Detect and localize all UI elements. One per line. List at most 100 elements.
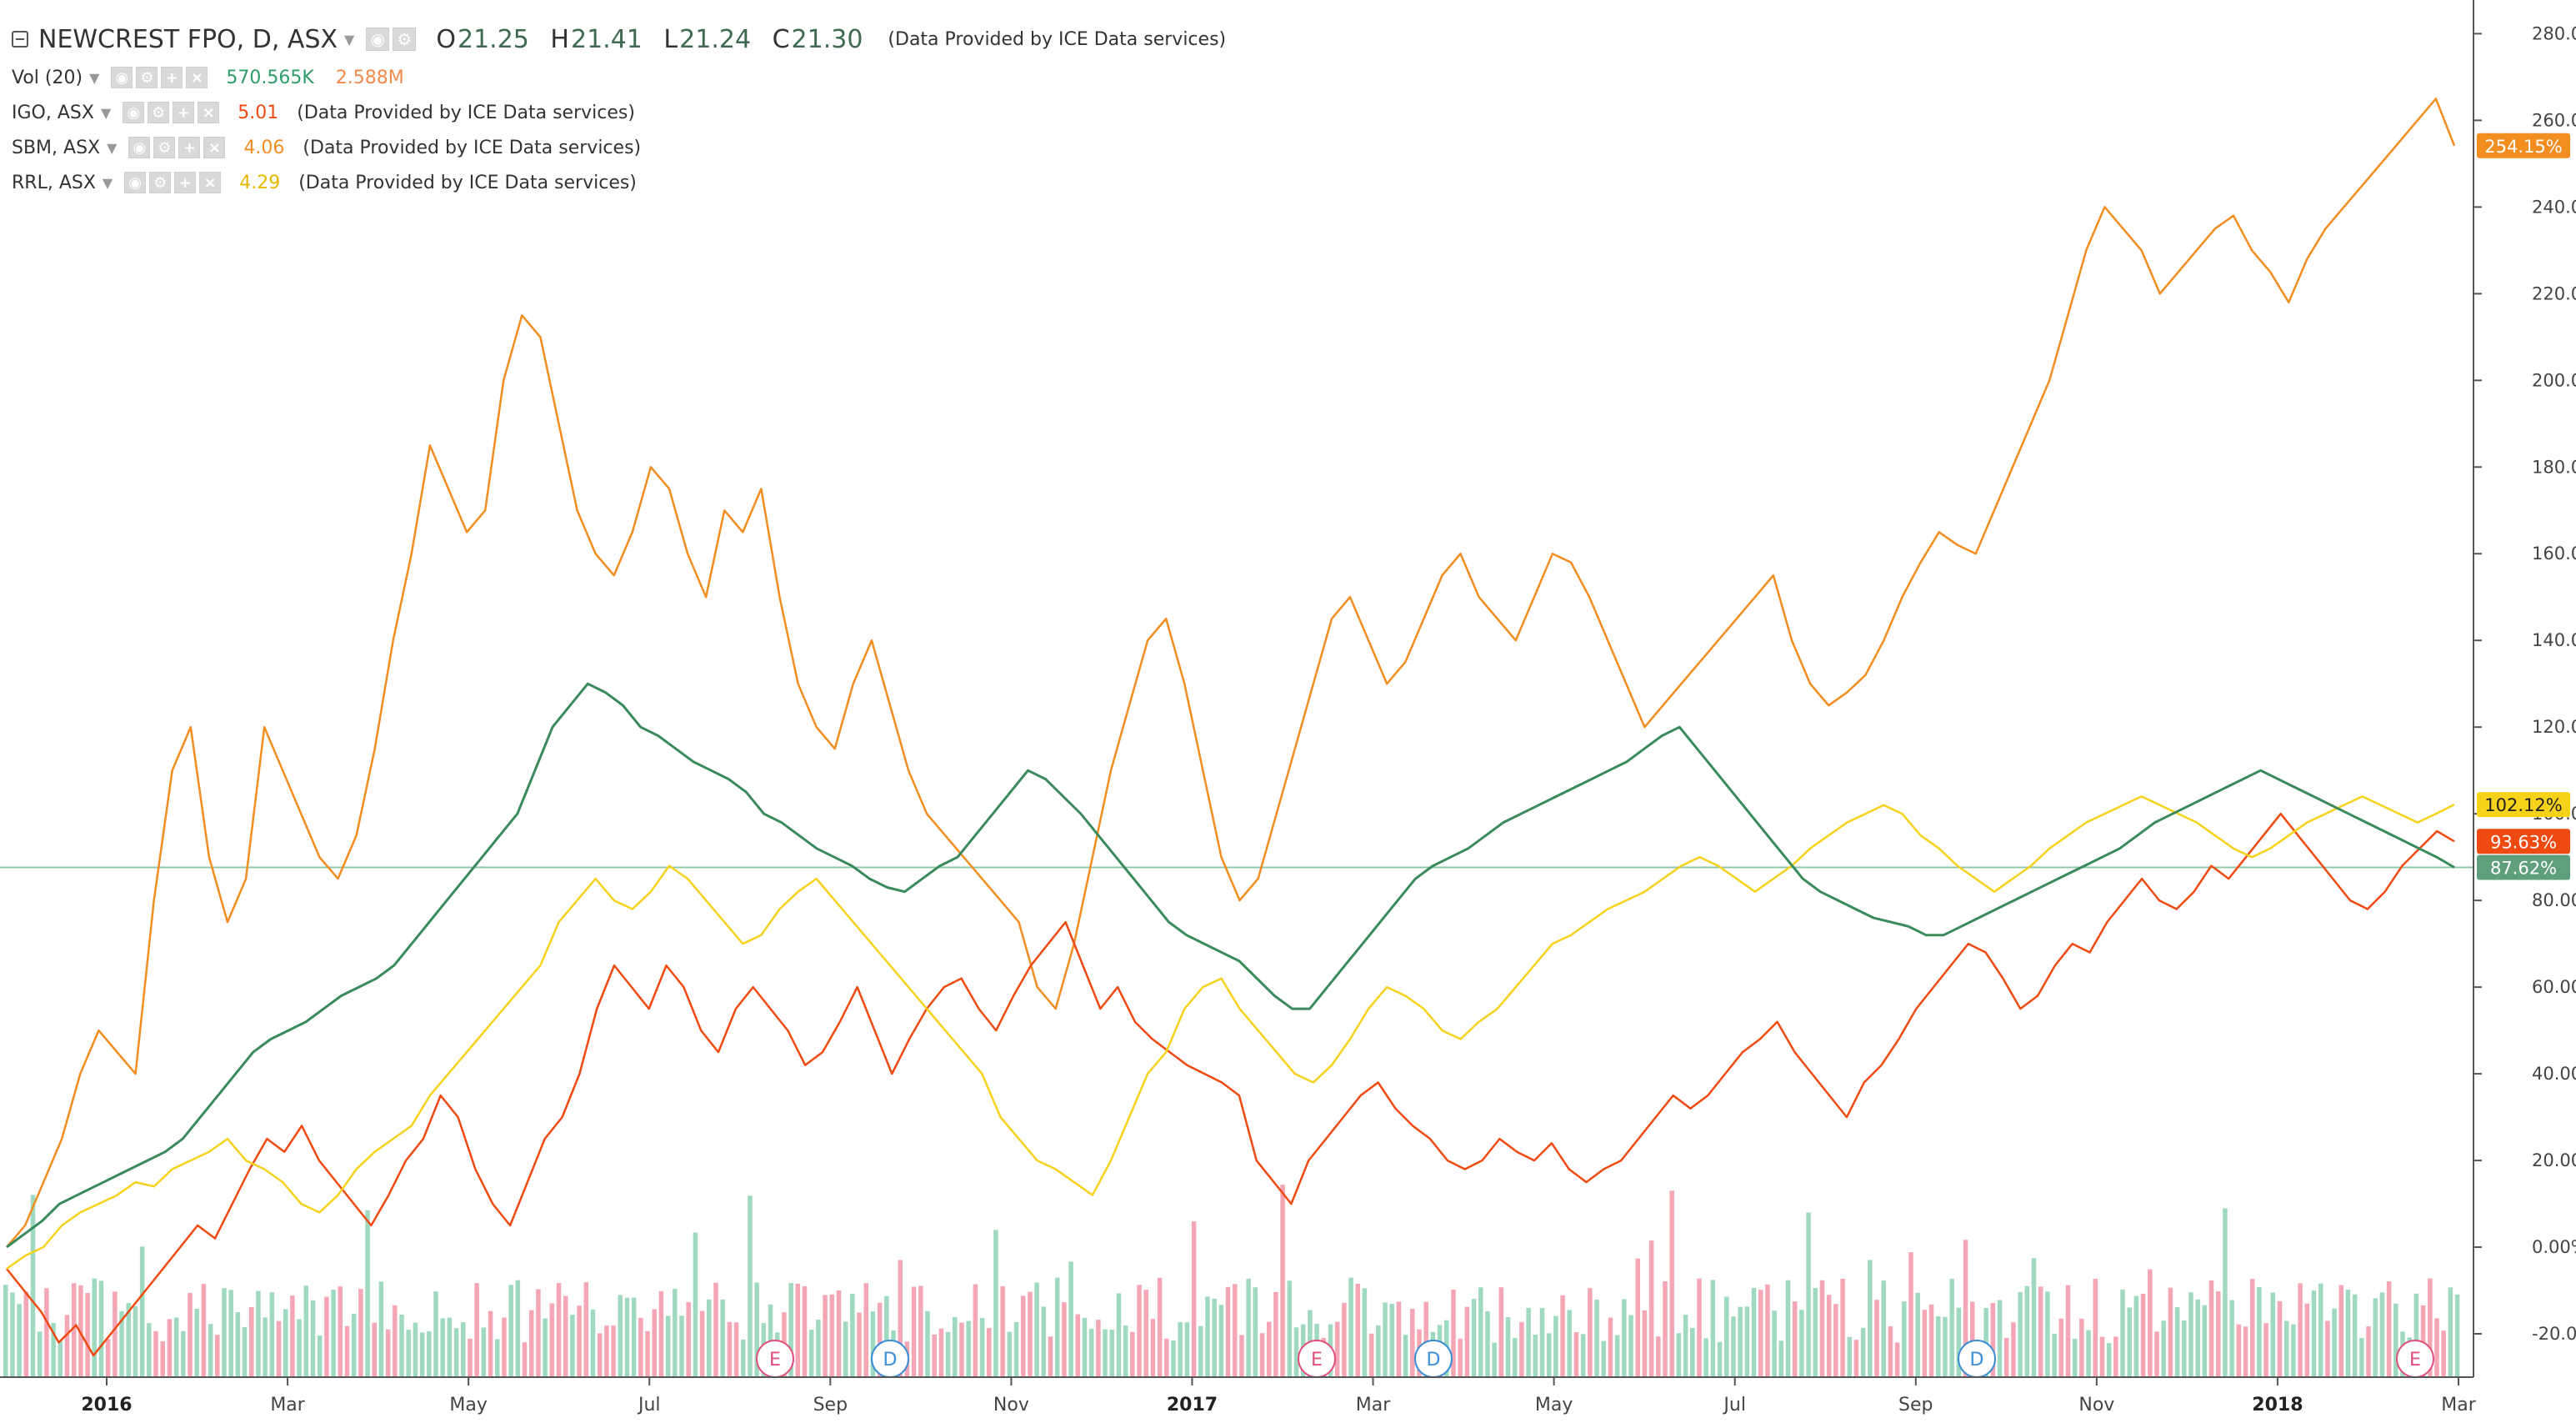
legend-series-igo[interactable]: IGO, ASX ▼ ◉ ⚙ + × 5.01 (Data Provided b…: [12, 95, 1226, 130]
legend-main-symbol[interactable]: NEWCREST FPO, D, ASX ▼ ◉ ⚙ O21.25 H21.41…: [12, 18, 1226, 60]
gear-icon[interactable]: ⚙: [149, 172, 172, 193]
provider-note: (Data Provided by ICE Data services): [298, 172, 637, 193]
x-tick-label: Mar: [2441, 1395, 2476, 1415]
volume-bar: [1853, 1340, 1859, 1377]
volume-bar: [2318, 1283, 2323, 1377]
volume-bar: [1526, 1307, 1531, 1377]
volume-bar: [2127, 1307, 2132, 1377]
volume-bar: [597, 1333, 603, 1377]
volume-bar: [658, 1290, 664, 1377]
legend-series-sbm[interactable]: SBM, ASX ▼ ◉ ⚙ + × 4.06 (Data Provided b…: [12, 130, 1226, 165]
volume-bar: [2359, 1338, 2364, 1377]
volume-bar: [44, 1288, 49, 1377]
volume-bar: [92, 1278, 98, 1377]
volume-bar: [945, 1331, 951, 1377]
provider-note: (Data Provided by ICE Data services): [297, 102, 635, 123]
volume-bar: [133, 1305, 138, 1377]
volume-bar: [959, 1322, 964, 1377]
collapse-icon[interactable]: [12, 31, 28, 48]
volume-bar: [263, 1317, 268, 1377]
close-icon[interactable]: ×: [203, 137, 226, 158]
volume-bar: [1826, 1295, 1832, 1377]
volume-bar: [1458, 1339, 1463, 1377]
volume-bar: [351, 1314, 357, 1377]
volume-bar: [1690, 1328, 1695, 1377]
volume-bar: [590, 1309, 596, 1377]
close-icon[interactable]: ×: [198, 102, 220, 123]
volume-bar: [1819, 1280, 1825, 1377]
volume-bar: [1580, 1334, 1586, 1377]
x-tick-label: Sep: [1898, 1395, 1933, 1415]
close-icon[interactable]: ×: [186, 67, 208, 88]
chevron-down-icon[interactable]: ▼: [89, 69, 100, 86]
gear-icon[interactable]: ⚙: [136, 67, 158, 88]
volume-bar: [1669, 1190, 1674, 1377]
volume-bar: [1601, 1340, 1606, 1377]
eye-icon[interactable]: ◉: [123, 102, 145, 123]
close-value: 21.30: [791, 24, 863, 54]
volume-bar: [1588, 1288, 1593, 1377]
plus-icon[interactable]: +: [161, 67, 183, 88]
volume-bar: [1212, 1299, 1217, 1377]
volume-bar: [2393, 1303, 2398, 1377]
eye-icon[interactable]: ◉: [111, 67, 133, 88]
eye-icon[interactable]: ◉: [366, 28, 390, 51]
volume-bar: [1519, 1321, 1524, 1377]
plus-icon[interactable]: +: [173, 102, 195, 123]
gear-icon[interactable]: ⚙: [148, 102, 170, 123]
volume-bar: [1157, 1277, 1163, 1377]
chevron-down-icon[interactable]: ▼: [107, 139, 118, 156]
volume-bar: [1498, 1287, 1504, 1377]
volume-bar: [1485, 1310, 1490, 1377]
volume-ma-value: 2.588M: [335, 67, 404, 88]
volume-bar: [1724, 1296, 1729, 1377]
volume-bar: [1492, 1342, 1497, 1377]
gear-icon[interactable]: ⚙: [393, 28, 417, 51]
volume-bar: [979, 1318, 985, 1377]
volume-bar: [1663, 1280, 1668, 1377]
legend-series-rrl[interactable]: RRL, ASX ▼ ◉ ⚙ + × 4.29 (Data Provided b…: [12, 165, 1226, 200]
volume-bar: [1505, 1317, 1511, 1377]
low-value: 21.24: [679, 24, 752, 54]
volume-bar: [406, 1330, 411, 1377]
volume-bar: [1348, 1277, 1353, 1377]
eye-icon[interactable]: ◉: [124, 172, 147, 193]
chevron-down-icon[interactable]: ▼: [344, 31, 355, 48]
last-value-tags: 254.15% 102.12% 93.63% 87.62%: [2477, 133, 2570, 880]
volume-bar: [673, 1289, 678, 1377]
chevron-down-icon[interactable]: ▼: [102, 174, 113, 191]
volume-bar: [1894, 1342, 1900, 1377]
volume-bar: [938, 1328, 944, 1377]
y-axis[interactable]: 280.00% 260.00% 240.00% 220.00% 200.00% 180.0…: [2473, 0, 2576, 1377]
volume-bar: [194, 1308, 199, 1377]
chevron-down-icon[interactable]: ▼: [100, 104, 112, 121]
volume-bar: [679, 1315, 684, 1377]
plus-icon[interactable]: +: [178, 137, 201, 158]
gear-icon[interactable]: ⚙: [153, 137, 176, 158]
volume-bar: [693, 1232, 698, 1377]
series-value: 4.06: [243, 137, 285, 158]
volume-bar: [1792, 1301, 1798, 1377]
close-label: C: [772, 24, 790, 54]
volume-bar: [37, 1331, 43, 1377]
volume-bar: [2202, 1305, 2208, 1377]
volume-bar: [1703, 1338, 1708, 1377]
volume-bar: [1389, 1304, 1394, 1377]
x-axis[interactable]: 2016 Mar May Jul Sep Nov 2017 Mar May Jul Sep Nov 20…: [0, 1376, 2477, 1415]
volume-bar: [2188, 1292, 2193, 1377]
volume-bar: [1963, 1240, 1968, 1377]
volume-bar: [1116, 1293, 1122, 1377]
series-line-sbm: [6, 98, 2456, 1248]
volume-bar: [2366, 1326, 2371, 1377]
volume-bar: [1007, 1331, 1013, 1377]
legend-volume[interactable]: Vol (20) ▼ ◉ ⚙ + × 570.565K 2.588M: [12, 60, 1226, 95]
volume-bar: [447, 1317, 453, 1377]
eye-icon[interactable]: ◉: [128, 137, 151, 158]
close-icon[interactable]: ×: [199, 172, 222, 193]
y-tick-label: 160.00%: [2532, 544, 2576, 564]
plus-icon[interactable]: +: [174, 172, 197, 193]
volume-bar: [2140, 1294, 2146, 1377]
volume-bar: [1239, 1335, 1244, 1377]
